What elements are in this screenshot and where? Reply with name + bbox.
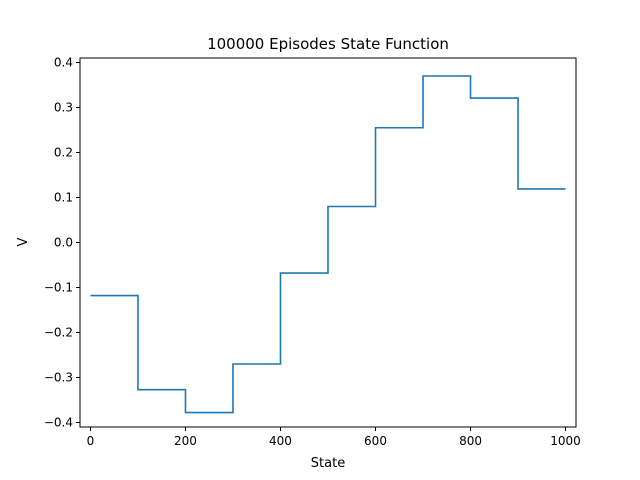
plot-area xyxy=(79,57,577,428)
x-tick-label: 0 xyxy=(87,434,95,448)
y-tick-label: 0.0 xyxy=(54,236,73,250)
y-tick-label: −0.4 xyxy=(44,416,73,430)
y-tick-label: 0.1 xyxy=(54,191,73,205)
series-layer xyxy=(90,75,566,414)
x-tick-label: 200 xyxy=(174,434,197,448)
chart-title: 100000 Episodes State Function xyxy=(207,35,449,53)
x-axis: 0 200 400 600 800 1000 xyxy=(87,427,581,448)
y-axis-label: V xyxy=(16,237,31,246)
y-axis: −0.4 −0.3 −0.2 −0.1 0.0 0.1 0.2 0.3 0.4 xyxy=(44,56,80,430)
x-axis-label: State xyxy=(311,456,345,471)
y-tick-label: −0.2 xyxy=(44,326,73,340)
y-tick-label: 0.4 xyxy=(54,56,73,70)
series-line-0 xyxy=(90,75,566,414)
x-tick-label: 800 xyxy=(459,434,482,448)
x-tick-label: 1000 xyxy=(550,434,581,448)
y-tick-label: −0.3 xyxy=(44,371,73,385)
y-tick-label: −0.1 xyxy=(44,281,73,295)
y-tick-label: 0.3 xyxy=(54,101,73,115)
x-tick-label: 400 xyxy=(269,434,292,448)
x-tick-label: 600 xyxy=(364,434,387,448)
y-tick-label: 0.2 xyxy=(54,146,73,160)
